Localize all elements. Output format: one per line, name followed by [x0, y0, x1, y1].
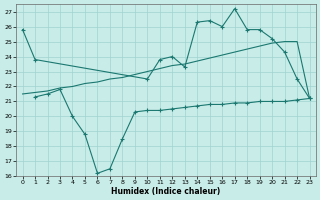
X-axis label: Humidex (Indice chaleur): Humidex (Indice chaleur) — [111, 187, 221, 196]
